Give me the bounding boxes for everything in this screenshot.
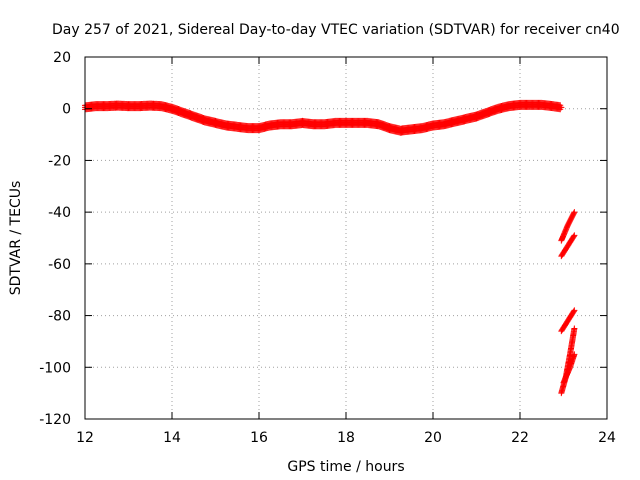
tick-labels: 12 14 16 18 20 22 24 20 0 -20 -40 -60 -80 -100 -120 [39, 50, 616, 446]
data-point [571, 232, 578, 239]
y-tick-label: 20 [53, 50, 71, 66]
x-axis-label: GPS time / hours [287, 459, 404, 475]
series-segment-b [558, 232, 578, 260]
series-segment-c [558, 307, 578, 335]
series-main-trace [82, 99, 565, 136]
y-tick-label: -100 [39, 360, 71, 376]
x-tick-label: 12 [76, 430, 94, 446]
chart-title: Day 257 of 2021, Sidereal Day-to-day VTE… [52, 22, 620, 38]
y-axis-label: SDTVAR / TECUs [8, 181, 24, 296]
y-tick-label: -120 [39, 412, 71, 428]
y-tick-label: 0 [62, 102, 71, 118]
data-point [558, 104, 565, 111]
grid [85, 57, 607, 419]
data-point [571, 325, 578, 332]
data-point [571, 307, 578, 314]
data-point [571, 351, 578, 358]
y-tick-label: -80 [48, 309, 71, 325]
data-point [570, 210, 577, 217]
x-tick-label: 22 [511, 430, 529, 446]
ticks [84, 56, 608, 420]
series-segment-e [560, 351, 578, 386]
data-point [570, 308, 577, 315]
series-segment-a [558, 209, 578, 244]
x-tick-label: 20 [424, 430, 442, 446]
y-tick-label: -40 [48, 205, 71, 221]
data-layer [82, 99, 578, 397]
data-point [571, 209, 578, 216]
x-tick-label: 18 [337, 430, 355, 446]
x-tick-label: 24 [598, 430, 616, 446]
y-tick-label: -60 [48, 257, 71, 273]
x-tick-label: 16 [250, 430, 268, 446]
x-tick-label: 14 [163, 430, 181, 446]
data-point [570, 233, 577, 240]
y-tick-label: -20 [48, 153, 71, 169]
